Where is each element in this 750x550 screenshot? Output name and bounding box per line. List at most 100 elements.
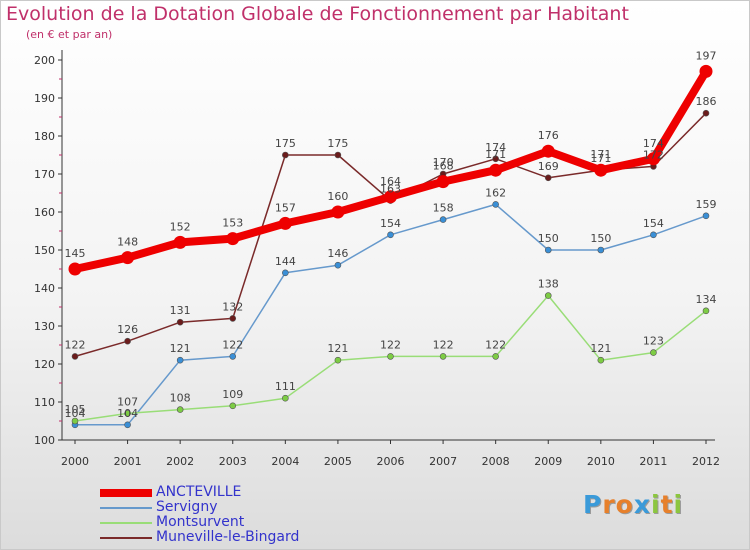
data-point — [702, 109, 710, 117]
data-label: 159 — [696, 198, 717, 211]
data-point — [492, 155, 499, 163]
data-point — [124, 410, 131, 417]
x-tick-label: 2004 — [271, 455, 299, 468]
data-label: 121 — [590, 342, 611, 355]
legend-swatch — [100, 537, 152, 539]
proxiti-logo: Proxiti — [583, 490, 684, 519]
legend-label: Muneville-le-Bingard — [156, 529, 300, 545]
data-label: 145 — [65, 247, 86, 260]
data-point — [387, 353, 394, 360]
data-label: 174 — [485, 141, 506, 154]
data-label: 131 — [170, 304, 191, 317]
data-label: 122 — [433, 338, 454, 351]
data-label: 164 — [380, 175, 401, 188]
data-label: 152 — [170, 220, 191, 233]
data-label: 134 — [696, 293, 717, 306]
data-point — [650, 349, 657, 356]
series-points — [68, 64, 713, 429]
data-point — [439, 216, 447, 223]
series-lines — [71, 67, 710, 426]
data-label: 105 — [65, 403, 86, 416]
data-label: 121 — [170, 342, 191, 355]
data-point — [173, 235, 187, 249]
data-label: 197 — [696, 49, 717, 62]
data-label: 122 — [380, 338, 401, 351]
y-tick-label: 170 — [34, 168, 55, 181]
data-label: 158 — [433, 202, 454, 215]
legend-label: Servigny — [156, 499, 218, 515]
data-point — [489, 163, 503, 177]
x-tick-label: 2003 — [219, 455, 247, 468]
data-point — [229, 402, 237, 410]
data-label: 157 — [275, 201, 296, 214]
data-point — [68, 262, 82, 276]
data-point — [278, 216, 292, 230]
data-label: 154 — [380, 217, 401, 230]
data-label: 108 — [170, 392, 191, 405]
y-tick-label: 140 — [34, 282, 55, 295]
data-label: 122 — [65, 338, 86, 351]
data-point — [594, 163, 608, 177]
x-tick-label: 2006 — [377, 455, 405, 468]
data-label: 146 — [327, 247, 348, 260]
data-label: 144 — [275, 255, 296, 268]
chart-axes: 100 110 120 130 140 150 160 170 180 190 200 2000 200… — [34, 50, 720, 468]
data-point — [176, 406, 184, 413]
y-tick-label: 110 — [34, 396, 55, 409]
data-label: 171 — [590, 148, 611, 161]
data-point — [71, 417, 79, 425]
data-label: 123 — [643, 335, 664, 348]
data-label: 162 — [485, 186, 506, 199]
y-tick-label: 130 — [34, 320, 55, 333]
data-point — [176, 318, 184, 326]
data-point — [226, 232, 240, 246]
data-label: 171 — [590, 152, 611, 165]
data-point — [229, 353, 237, 360]
x-tick-label: 2005 — [324, 455, 352, 468]
data-point — [176, 356, 184, 364]
data-label: 170 — [433, 156, 454, 169]
legend-label: ANCTEVILLE — [156, 484, 242, 500]
data-point — [702, 307, 710, 315]
data-point — [331, 205, 345, 219]
data-point — [282, 269, 289, 277]
x-tick-label: 2011 — [639, 455, 667, 468]
y-tick-label: 160 — [34, 206, 55, 219]
data-point — [384, 190, 397, 204]
data-point — [334, 151, 342, 159]
legend-swatch — [100, 489, 152, 497]
data-label: 169 — [538, 160, 559, 173]
value-labels: 104 104 121 122 144 146 154 158 162 150 150 154 159 1… — [65, 49, 717, 419]
data-label: 109 — [222, 388, 243, 401]
x-tick-label: 2009 — [534, 455, 562, 468]
data-point — [229, 315, 237, 322]
legend-swatch — [100, 522, 152, 524]
data-label: 153 — [222, 217, 243, 230]
data-point — [541, 144, 555, 158]
data-point — [650, 231, 657, 239]
legend-label: Montsurvent — [156, 514, 245, 530]
data-label: 104 — [65, 407, 86, 420]
data-label: 154 — [643, 217, 664, 230]
data-point — [124, 337, 131, 345]
data-label: 104 — [117, 407, 138, 420]
data-label: 176 — [538, 129, 559, 142]
data-point — [334, 356, 342, 364]
y-tick-label: 180 — [34, 130, 55, 143]
data-label: 186 — [696, 95, 717, 108]
series-line-ancteville — [71, 67, 710, 273]
data-label: 132 — [222, 300, 243, 313]
data-label: 175 — [327, 137, 348, 150]
chart-title: Evolution de la Dotation Globale de Fonc… — [6, 3, 629, 25]
y-tick-label: 150 — [34, 244, 55, 257]
x-tick-label: 2012 — [692, 455, 720, 468]
data-label: 163 — [380, 183, 401, 196]
data-point — [597, 356, 605, 364]
data-point — [702, 212, 710, 220]
y-tick-label: 100 — [34, 434, 55, 447]
data-point — [492, 353, 499, 360]
data-point — [334, 261, 342, 269]
data-label: 122 — [485, 338, 506, 351]
